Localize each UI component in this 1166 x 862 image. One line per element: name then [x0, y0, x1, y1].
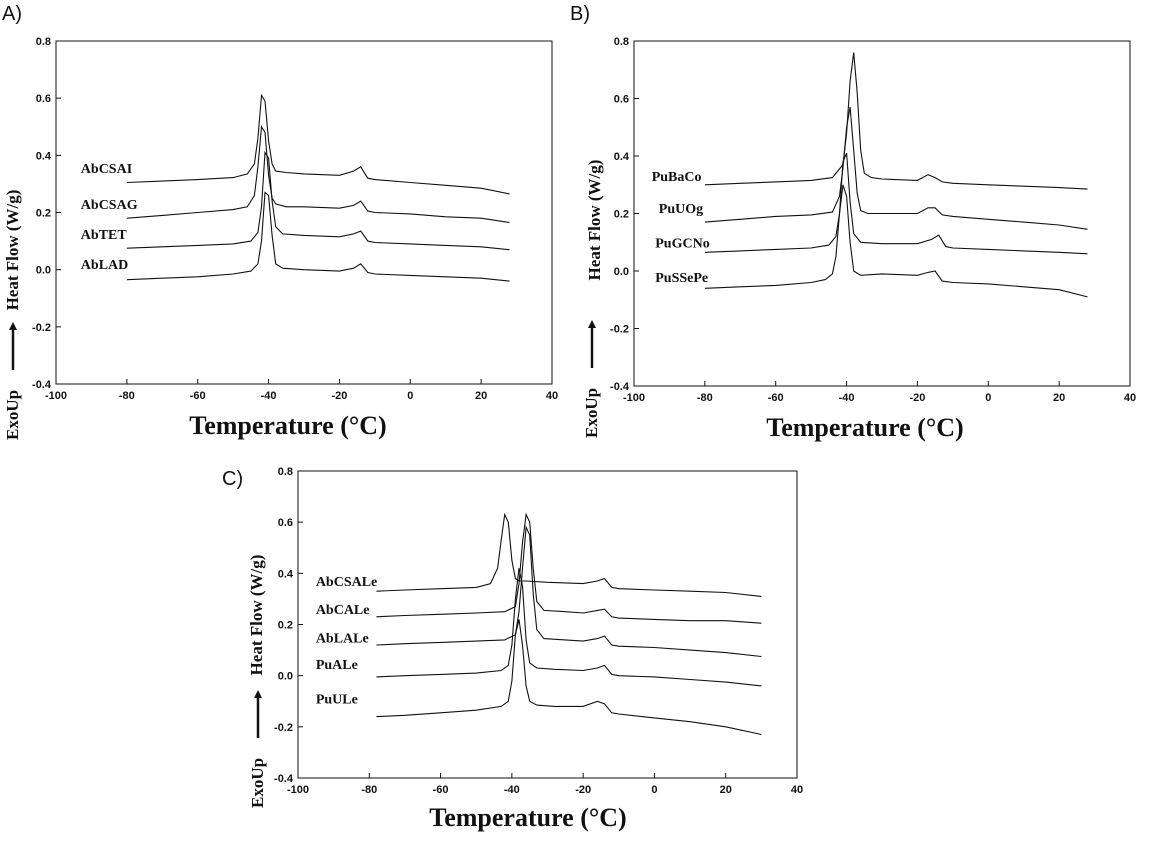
y-axis-title: Heat Flow (W/g) [585, 160, 604, 281]
panel-letter: B) [570, 3, 590, 25]
x-axis-title: Temperature (°C) [429, 803, 626, 832]
series-line-PuBaCo [704, 52, 1088, 190]
chart-panel-3: C) -100 -80 -60 -40 -20 0 20 40 -0.4 -0.2 0.0 0.2 0.4… [222, 466, 803, 832]
series-label-AbLALe: AbLALe [316, 631, 369, 646]
x-tick-label: 40 [1124, 392, 1136, 404]
x-axis-title: Temperature (°C) [766, 413, 963, 442]
x-tick-label: 20 [475, 390, 487, 402]
x-tick-label: -100 [45, 390, 67, 402]
y-axis-title: Heat Flow (W/g) [247, 555, 266, 676]
y-tick-label: 0.4 [614, 151, 630, 163]
x-tick-label: 0 [985, 392, 991, 404]
y-tick-label: 0.6 [614, 94, 629, 106]
panel-letter: A) [2, 3, 22, 25]
x-tick-label: -40 [839, 392, 855, 404]
y-tick-label: -0.4 [32, 379, 52, 391]
series-line-AbLAD [126, 191, 510, 282]
exo-up-arrow-head [588, 320, 596, 328]
y-tick-label: 0.4 [278, 568, 294, 580]
x-tick-label: -20 [575, 784, 591, 796]
x-tick-label: 40 [546, 390, 558, 402]
panel-letter: C) [222, 468, 243, 490]
y-tick-label: -0.2 [274, 722, 293, 734]
x-tick-label: -60 [768, 392, 784, 404]
exo-up-label: ExoUp [3, 390, 22, 440]
series-label-PuUOg: PuUOg [659, 202, 703, 217]
exo-up-label: ExoUp [248, 758, 267, 808]
exo-up-label: ExoUp [582, 388, 601, 438]
y-tick-label: 0.2 [36, 208, 51, 220]
exo-up-arrow-head [254, 690, 262, 698]
y-tick-label: 0.8 [36, 36, 51, 48]
series-label-AbLAD: AbLAD [81, 258, 128, 273]
y-tick-label: 0.8 [614, 36, 629, 48]
series-label-AbCALe: AbCALe [316, 603, 370, 618]
series-label-PuGCNo: PuGCNo [655, 236, 709, 251]
chart-panel-2: B) -100 -80 -60 -40 -20 0 20 40 -0.4 -0.2 0.0 0.2 0.4… [570, 3, 1136, 442]
series-label-PuULe: PuULe [316, 693, 358, 708]
y-tick-label: 0.6 [36, 93, 51, 105]
x-axis-title: Temperature (°C) [189, 411, 386, 440]
x-tick-label: 20 [1053, 392, 1065, 404]
series-label-PuALe: PuALe [316, 658, 358, 673]
y-tick-label: -0.2 [610, 324, 629, 336]
x-tick-label: -100 [623, 392, 645, 404]
x-tick-label: 20 [720, 784, 732, 796]
y-tick-label: 0.8 [278, 466, 293, 478]
y-tick-label: 0.2 [278, 620, 293, 632]
x-tick-label: -100 [287, 784, 309, 796]
x-tick-label: -40 [504, 784, 520, 796]
series-line-PuGCNo [704, 152, 1088, 255]
series-label-PuBaCo: PuBaCo [652, 170, 702, 185]
y-tick-label: -0.4 [274, 773, 294, 785]
x-tick-label: 0 [407, 390, 413, 402]
y-tick-label: 0.2 [614, 209, 629, 221]
chart-panel-1: A) -100 -80 -60 -40 -20 0 20 40 -0.4 -0.2 0.0 0.2 0.4… [2, 3, 558, 440]
series-line-AbCSALe [376, 512, 762, 597]
series-label-AbCSALe: AbCSALe [316, 575, 377, 590]
series-line-AbLALe [376, 525, 762, 658]
series-line-PuULe [376, 619, 762, 736]
series-line-PuUOg [704, 107, 1088, 230]
x-tick-label: 0 [651, 784, 657, 796]
exo-up-arrow-head [9, 322, 17, 330]
y-tick-label: 0.6 [278, 517, 293, 529]
x-tick-label: -80 [361, 784, 377, 796]
y-tick-label: -0.2 [32, 322, 51, 334]
x-tick-label: -20 [909, 392, 925, 404]
y-tick-label: 0.0 [278, 671, 293, 683]
series-label-PuSSePe: PuSSePe [655, 271, 708, 286]
y-tick-label: 0.4 [36, 150, 52, 162]
y-axis-title: Heat Flow (W/g) [3, 190, 22, 311]
x-tick-label: -60 [433, 784, 449, 796]
y-tick-label: 0.0 [36, 265, 51, 277]
x-tick-label: -60 [190, 390, 206, 402]
x-tick-label: 40 [791, 784, 803, 796]
series-line-AbTET [126, 150, 510, 251]
series-line-AbCSAI [126, 93, 510, 195]
series-line-AbCALe [376, 512, 762, 624]
y-tick-label: -0.4 [610, 381, 630, 393]
x-tick-label: -20 [331, 390, 347, 402]
series-label-AbCSAI: AbCSAI [81, 162, 132, 177]
x-tick-label: -80 [697, 392, 713, 404]
y-tick-label: 0.0 [614, 266, 629, 278]
x-tick-label: -80 [119, 390, 135, 402]
plot-frame [297, 470, 798, 779]
series-line-AbCSAG [126, 125, 510, 224]
series-line-PuSSePe [704, 184, 1088, 298]
series-label-AbTET: AbTET [81, 228, 128, 243]
series-line-PuALe [376, 568, 762, 687]
x-tick-label: -40 [261, 390, 277, 402]
series-label-AbCSAG: AbCSAG [81, 198, 138, 213]
